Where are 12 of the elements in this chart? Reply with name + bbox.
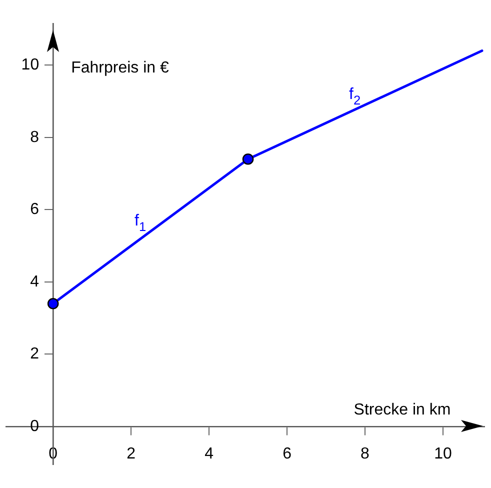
y-tick-label: 10 xyxy=(21,56,40,74)
x-tick-label: 2 xyxy=(126,445,136,462)
y-axis-title: Fahrpreis in € xyxy=(71,60,170,77)
x-tick-label: 4 xyxy=(204,445,214,462)
y-tick-label: 6 xyxy=(30,201,40,218)
x-tick-label: 6 xyxy=(282,445,292,462)
y-tick-label: 4 xyxy=(30,273,40,290)
x-axis-title: Strecke in km xyxy=(354,401,451,418)
x-tick-label: 10 xyxy=(434,445,452,462)
y-tick-label: 2 xyxy=(30,346,40,363)
y-tick-label: 8 xyxy=(30,128,40,146)
x-tick-label: 8 xyxy=(360,445,370,462)
